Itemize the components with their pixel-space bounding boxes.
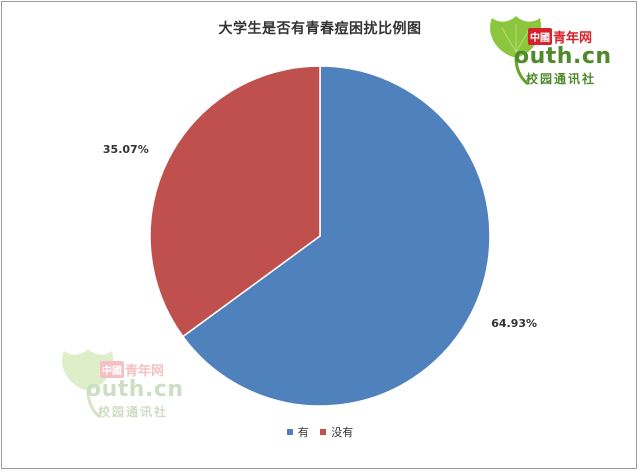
- legend-label-yes: 有: [298, 426, 309, 439]
- legend-swatch-yes: [287, 429, 293, 435]
- watermark-subtitle: 校园通讯社: [98, 403, 168, 420]
- legend-item-no: 没有: [320, 424, 353, 440]
- data-label-yes: 64.93%: [491, 317, 537, 330]
- watermark-domain: outh.cn: [86, 377, 184, 402]
- legend-swatch-no: [320, 429, 326, 435]
- watermark-badge: 中國: [100, 361, 124, 378]
- logo-domain: outh.cn: [514, 44, 612, 69]
- data-label-no: 35.07%: [103, 143, 149, 156]
- logo-badge: 中國: [528, 28, 552, 45]
- chart-legend: 有 没有: [0, 424, 640, 440]
- logo-brand-row: 中國 青年网: [528, 26, 592, 46]
- legend-label-no: 没有: [331, 426, 353, 439]
- watermark-logo: 中國 青年网 outh.cn 校园通讯社: [58, 345, 200, 423]
- legend-item-yes: 有: [287, 424, 309, 440]
- brand-logo: 中國 青年网 outh.cn 校园通讯社: [486, 12, 628, 90]
- logo-subtitle: 校园通讯社: [526, 70, 596, 87]
- watermark-brand-row: 中國 青年网: [100, 359, 164, 379]
